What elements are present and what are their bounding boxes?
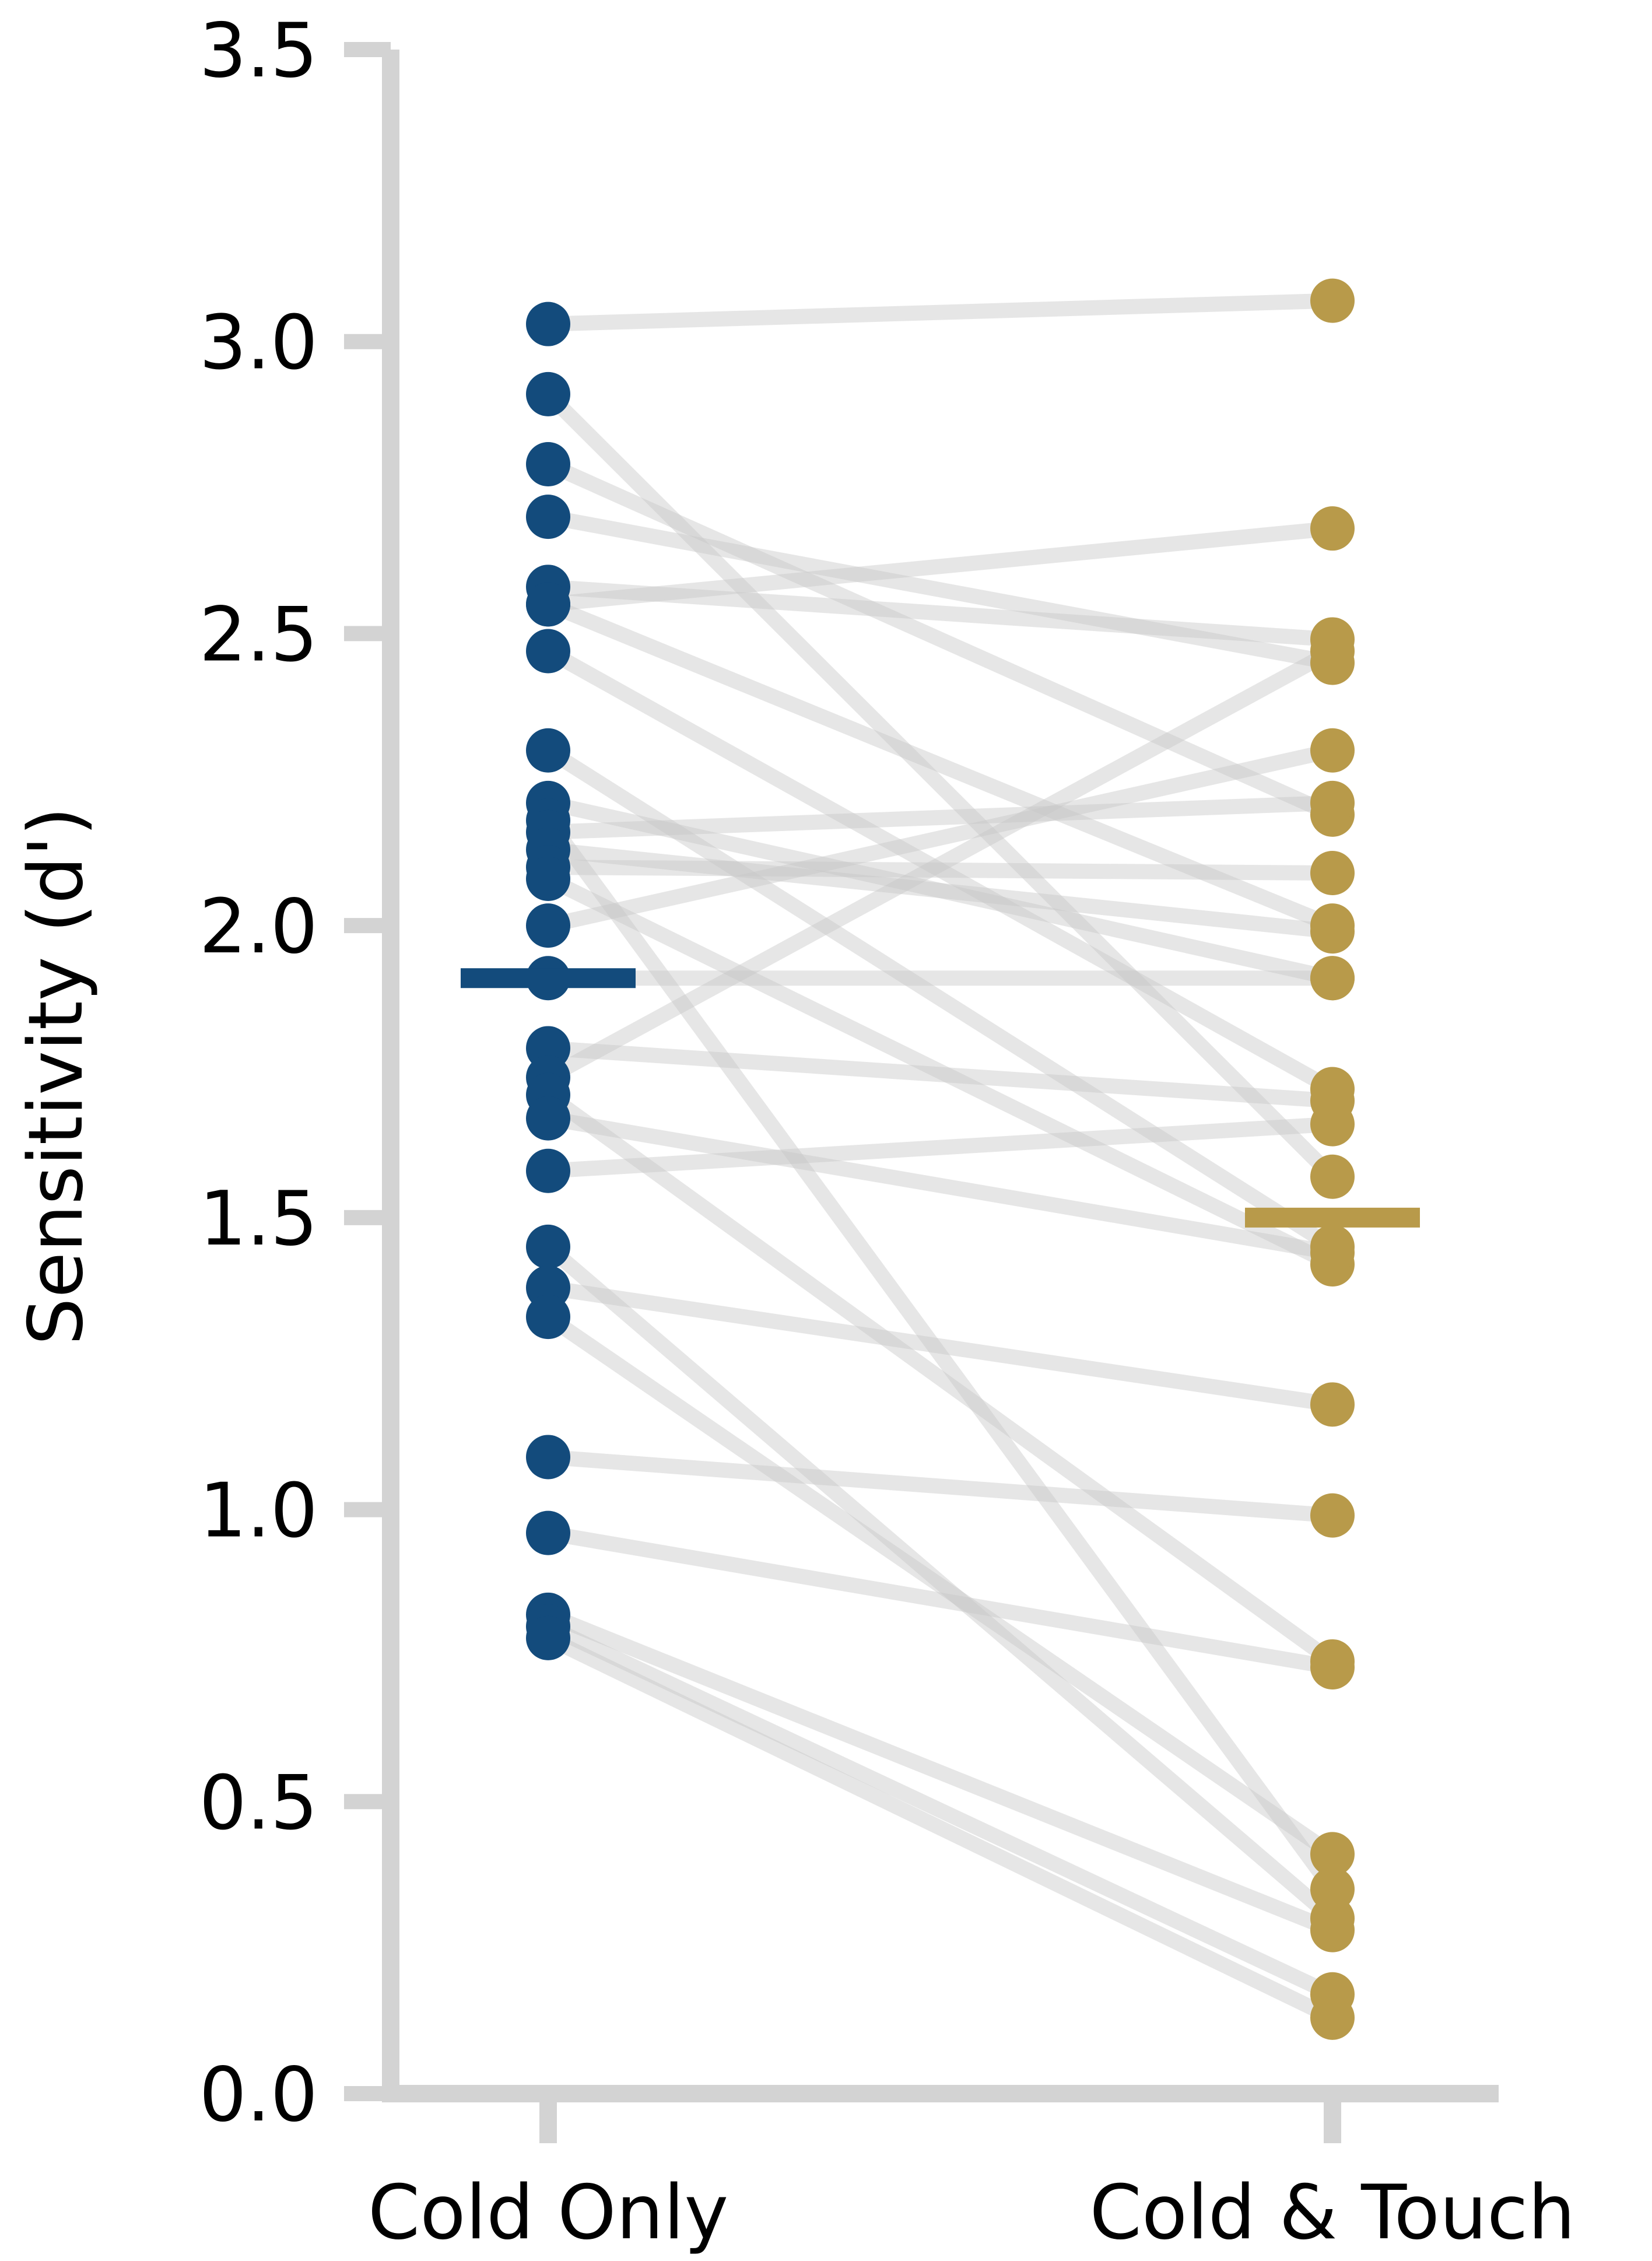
y-tick-label: 1.0 [199, 1468, 318, 1555]
cold-only-point-21 [526, 1096, 570, 1141]
cold-only-point-16 [526, 903, 570, 948]
cold-only-point-30 [526, 1615, 570, 1660]
pair-line-5 [548, 579, 1333, 647]
cold-touch-point-26 [1310, 1493, 1355, 1538]
pair-line-15 [545, 872, 1336, 1271]
cold-only-point-22 [526, 1148, 570, 1193]
cold-touch-point-19 [1310, 629, 1355, 674]
cold-touch-point-21 [1310, 1230, 1355, 1275]
pair-line-18 [548, 1040, 1333, 1109]
cold-only-point-26 [526, 1435, 570, 1480]
pair-line-1 [548, 293, 1333, 332]
cold-touch-point-17 [1310, 956, 1355, 1001]
cold-touch-point-30 [1310, 1995, 1355, 2040]
pair-line-28 [545, 1607, 1335, 1937]
y-tick-label: 2.5 [199, 591, 318, 678]
cold-only-point-3 [526, 442, 570, 487]
cold-touch-point-16 [1310, 728, 1355, 773]
y-tick-label: 2.0 [199, 884, 318, 970]
pair-line-13 [547, 842, 1334, 940]
pair-line-6 [547, 521, 1334, 612]
y-tick-label: 3.0 [199, 300, 318, 387]
pair-line-2 [542, 388, 1338, 1182]
pair-line-3 [545, 457, 1336, 822]
cold-touch-point-1 [1310, 278, 1355, 323]
cold-touch-point-27 [1310, 1645, 1355, 1689]
pair-line-7 [545, 597, 1335, 933]
cold-only-point-27 [526, 1510, 570, 1555]
cold-only-point-15 [526, 857, 570, 902]
pair-line-26 [548, 1449, 1333, 1523]
pair-line-22 [548, 1116, 1333, 1179]
cold-only-point-9 [526, 728, 570, 773]
cold-touch-point-28 [1310, 1908, 1355, 1952]
cold-touch-point-14 [1310, 851, 1355, 896]
pair-lines [542, 293, 1339, 2025]
pair-line-30 [545, 1631, 1336, 2025]
cold-only-point-1 [526, 302, 570, 346]
pair-line-12 [548, 795, 1333, 840]
cold-only-point-7 [526, 582, 570, 627]
pair-line-20 [543, 1089, 1337, 1668]
pair-line-23 [543, 1241, 1338, 1925]
pair-line-4 [546, 509, 1334, 671]
data-points [526, 278, 1355, 2040]
y-tick-label: 1.5 [199, 1176, 318, 1263]
cold-only-point-2 [526, 371, 570, 416]
pair-line-11 [542, 816, 1339, 1894]
pair-line-29 [545, 1619, 1336, 2001]
x-tick-label: Cold Only [368, 2169, 728, 2256]
y-tick-label: 0.5 [199, 1759, 318, 1846]
cold-touch-point-22 [1310, 1102, 1355, 1147]
pair-line-14 [548, 860, 1333, 881]
pair-line-9 [544, 744, 1337, 1253]
cold-only-point-25 [526, 1295, 570, 1340]
pair-line-16 [546, 743, 1334, 933]
pair-line-10 [546, 795, 1334, 986]
cold-only-point-23 [526, 1224, 570, 1269]
pair-line-25 [543, 1310, 1337, 1861]
cold-touch-point-2 [1310, 1154, 1355, 1199]
cold-touch-point-13 [1310, 909, 1355, 954]
pair-line-27 [546, 1525, 1334, 1675]
y-tick-label: 0.0 [199, 2052, 318, 2139]
cold-only-point-8 [526, 629, 570, 674]
cold-touch-point-25 [1310, 1832, 1355, 1877]
cold-touch-point-12 [1310, 780, 1355, 825]
pair-line-24 [547, 1280, 1334, 1412]
pair-line-19 [544, 644, 1337, 1084]
pair-line-21 [546, 1110, 1334, 1260]
cold-touch-point-6 [1310, 506, 1355, 551]
cold-only-point-4 [526, 495, 570, 539]
pair-line-8 [544, 644, 1337, 1096]
cold-touch-point-24 [1310, 1382, 1355, 1427]
y-tick-label: 3.5 [199, 8, 318, 94]
mean-markers [461, 968, 1420, 1228]
axes [344, 42, 1499, 2143]
x-tick-label: Cold & Touch [1089, 2169, 1575, 2256]
y-axis-title: Sensitivity (d') [13, 807, 100, 1345]
axis-labels: 0.0 0.5 1.0 1.5 2.0 2.5 3.0 3.5 Cold Only Cold & … [199, 8, 1575, 2256]
